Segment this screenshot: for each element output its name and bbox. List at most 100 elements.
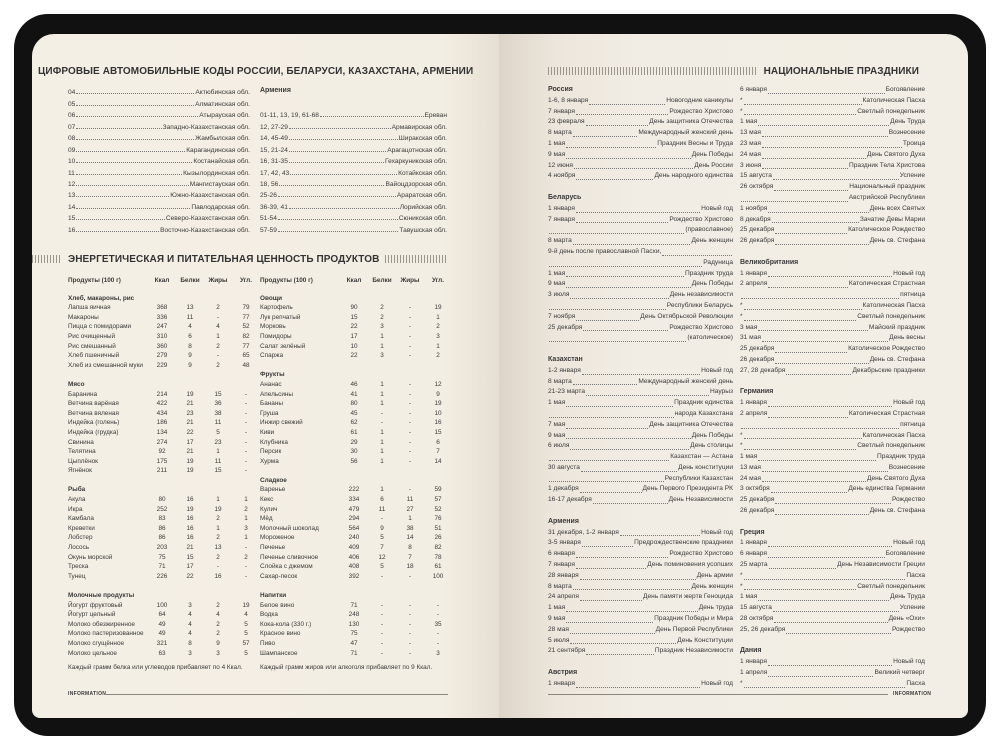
entry: 9 мая Праздник Победы и Мира	[548, 614, 733, 625]
dot-leader	[743, 686, 906, 688]
table-cell: 11	[186, 313, 194, 321]
table-cell: 294	[348, 515, 360, 523]
armenia-codes: Армения 01-11, 13, 19, 61-68 Ереван 12, 27-…	[260, 85, 447, 234]
dot-leader	[579, 600, 643, 602]
table-cell: 22	[350, 352, 358, 360]
section-bar: ЭНЕРГЕТИЧЕСКАЯ И ПИТАТЕЛЬНАЯ ЦЕННОСТЬ ПР…	[32, 252, 448, 266]
group-heading: Мясо	[68, 380, 85, 388]
entry-value: День конституции	[678, 463, 733, 471]
table-cell: 15	[214, 467, 222, 475]
table-cell: 59	[434, 486, 442, 494]
entry: 16 Восточно-Казахстанская обл.	[68, 222, 250, 234]
entry: 25, 26 декабря Рождество	[740, 625, 925, 636]
entry-value: Богоявление	[885, 550, 925, 558]
table-cell: 130	[348, 620, 360, 628]
table-cell: 16	[186, 524, 194, 532]
table-cell: 51	[434, 524, 442, 532]
table-cell: -	[244, 409, 248, 417]
dot-leader	[566, 621, 654, 623]
entry-key: 9 мая	[548, 431, 566, 439]
dot-leader	[576, 319, 640, 321]
entry-value: Сюникская обл.	[398, 215, 447, 223]
entry-value: Ширакская обл.	[398, 135, 447, 143]
entry: 1 января Новый год	[548, 679, 733, 690]
table-cell: 65	[242, 352, 250, 360]
entry-key: 26 декабря	[740, 355, 775, 363]
table-cell: 86	[158, 524, 166, 532]
dot-leader	[586, 395, 709, 397]
table-cell: 6	[436, 438, 440, 446]
table-cell: -	[408, 304, 412, 312]
entry: 1-2 января Новый год	[548, 366, 733, 377]
table-cell: -	[244, 400, 248, 408]
dot-leader	[549, 265, 703, 267]
entry: 1 мая День Труда	[740, 592, 925, 603]
table-cell: 36	[214, 400, 222, 408]
table-cell: 406	[348, 553, 360, 561]
table-cell: 2	[380, 313, 384, 321]
entry-value: Вознесение	[888, 463, 925, 471]
entry: 1-6, 8 января Новогодние каникулы	[548, 96, 733, 107]
dot-leader	[570, 449, 690, 451]
entry-key: *	[740, 96, 743, 104]
table-cell: 17	[186, 438, 194, 446]
entry-value: Декабрьские праздники	[852, 366, 925, 374]
dot-leader	[576, 179, 654, 181]
dot-leader	[743, 578, 906, 580]
table-row: Шампанское 71 - - 3	[260, 649, 452, 659]
table-row: Морковь 22 3 - 2	[260, 322, 452, 332]
table-cell: 274	[156, 438, 168, 446]
dot-leader	[549, 459, 670, 461]
dot-leader	[581, 546, 634, 548]
dot-leader	[767, 546, 893, 548]
entry: 3-5 января Предрождественские праздники	[548, 538, 733, 549]
table-cell: 4	[188, 630, 192, 638]
dot-leader	[761, 470, 888, 472]
entry: * Католическая Пасха	[740, 301, 925, 312]
entry-key: 1 мая	[740, 453, 758, 461]
entry-key: 23 мая	[740, 139, 761, 147]
table-cell: -	[408, 649, 412, 657]
table-cell: 2	[244, 553, 248, 561]
column-header: Белки	[180, 277, 200, 284]
table-cell: 247	[156, 323, 168, 331]
table-cell: 71	[350, 649, 358, 657]
entry: 5 июля День Конституции	[548, 636, 733, 647]
table-cell: -	[380, 611, 384, 619]
table-cell: -	[408, 342, 412, 350]
table-row: Молоко сгущённое 321 8 9 57	[68, 639, 260, 649]
table-cell: -	[436, 639, 440, 647]
entry-key: 11	[68, 169, 75, 177]
table-cell: 48	[242, 361, 250, 369]
product-name: Макароны	[68, 313, 99, 321]
table-cell: 19	[242, 601, 250, 609]
entry-key: 26 декабря	[740, 507, 775, 515]
table-cell: 3	[188, 601, 192, 609]
dot-leader	[743, 449, 857, 451]
table-cell: -	[436, 630, 440, 638]
entry: 1 мая Праздник труда	[740, 452, 925, 463]
entry: 1 мая Праздник труда	[548, 269, 733, 280]
table-cell: 11	[214, 419, 222, 427]
entry-value: Праздник Тела Христова	[849, 161, 925, 169]
entry-key: 9-й день после православной Пасхи,	[548, 247, 662, 255]
dot-leader	[566, 427, 649, 429]
table-cell: 1	[216, 448, 220, 456]
dot-leader	[549, 416, 674, 418]
table-cell: -	[408, 601, 412, 609]
entry-value: День Победы	[691, 150, 733, 158]
entry-key: 3 октября	[740, 485, 770, 493]
entry-key: *	[740, 431, 743, 439]
food-group: Мясо Баранина 214 19 15- Ветчина варёная 422 21…	[68, 380, 260, 476]
entry: 3 октября День единства Германии	[740, 484, 925, 495]
table-cell: 1	[436, 313, 440, 321]
entry: 7 января Рождество Христово	[548, 215, 733, 226]
entry-value: День Победы	[691, 280, 733, 288]
entry-value: Католическая Страстная	[848, 280, 925, 288]
table-cell: 19	[214, 505, 222, 513]
entry: * Светлый понедельник	[740, 441, 925, 452]
entry: 9 мая День Победы	[548, 150, 733, 161]
entry: 16, 31-35 Гехаркуникская обл.	[260, 154, 447, 165]
entry: * Пасха	[740, 679, 925, 690]
entry-key: 17, 42, 43	[260, 169, 290, 177]
